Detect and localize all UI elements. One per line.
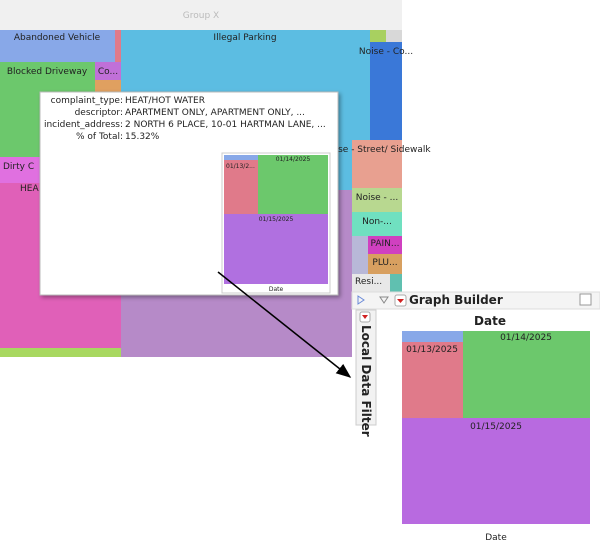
sidebar[interactable]	[355, 309, 377, 426]
arrow	[217, 271, 352, 378]
tile[interactable]	[390, 274, 402, 292]
tooltip: complaint_type: HEAT/HOT WATERdescriptor:…	[39, 91, 339, 296]
thumb-label: 01/13/2...	[226, 163, 255, 170]
tile[interactable]	[352, 188, 402, 212]
tile[interactable]	[370, 30, 386, 42]
cell-label: 01/13/2025	[406, 345, 458, 355]
tile[interactable]	[352, 140, 402, 188]
thumb-cell	[224, 214, 328, 284]
treemap-title: Group X	[183, 11, 219, 21]
menu-icon	[397, 299, 404, 303]
tile[interactable]	[352, 236, 368, 274]
thumb-axis: Date	[269, 286, 284, 293]
axis-label: Date	[485, 533, 507, 543]
tile-label: Non-...	[362, 217, 392, 227]
tile[interactable]	[368, 236, 402, 254]
tile-label: Resi...	[355, 277, 382, 287]
tooltip-value: HEAT/HOT WATER	[125, 96, 205, 106]
window-header	[351, 291, 600, 310]
tile[interactable]	[370, 42, 402, 140]
tile-label: Dirty C	[3, 162, 34, 172]
chart-title: Date	[474, 314, 506, 328]
tile-label: PAIN...	[371, 239, 400, 249]
tile-label: Noise - Street/ Sidewalk	[323, 145, 431, 155]
tile[interactable]	[352, 274, 390, 292]
cell[interactable]	[463, 331, 590, 418]
sidebar-label: Local Data Filter	[359, 325, 373, 437]
cell[interactable]	[402, 418, 590, 524]
tile-label: Blocked Driveway	[7, 67, 88, 77]
tooltip-value: 15.32%	[125, 132, 160, 142]
thumb-cell	[224, 155, 258, 160]
cell-label: 01/14/2025	[500, 333, 552, 343]
tile[interactable]	[0, 30, 115, 62]
cell-label: 01/15/2025	[470, 422, 522, 432]
tile[interactable]	[0, 348, 121, 357]
tile[interactable]	[95, 62, 121, 80]
disclosure[interactable]	[357, 295, 365, 305]
tile[interactable]	[368, 254, 402, 274]
cell[interactable]	[402, 331, 463, 342]
window-title: Graph Builder	[409, 293, 503, 307]
thumb-label: 01/14/2025	[276, 156, 311, 163]
tile[interactable]	[115, 30, 121, 62]
tooltip-key: complaint_type:	[51, 96, 123, 106]
tile-label: Abandoned Vehicle	[14, 33, 101, 43]
treemap-header	[0, 0, 402, 30]
tooltip-value: 2 NORTH 6 PLACE, 10-01 HARTMAN LANE, ...	[125, 120, 326, 130]
thumb-label: 01/15/2025	[259, 216, 294, 223]
thumb-cell	[224, 160, 258, 214]
disclosure[interactable]	[379, 296, 389, 304]
tooltip-value: APARTMENT ONLY, APARTMENT ONLY, ...	[125, 108, 305, 118]
tooltip-key: incident_address:	[44, 120, 123, 130]
menu-icon	[362, 315, 368, 319]
tile-label: HEA	[20, 184, 39, 194]
tile[interactable]	[352, 212, 402, 236]
tile-label: PLU...	[372, 258, 397, 268]
graph-builder: Graph Builder Local Data Filter Date 01/…	[351, 291, 600, 547]
tile-label: Illegal Parking	[213, 33, 276, 43]
tile-label: Noise - ...	[356, 193, 399, 203]
thumb-cell	[258, 155, 328, 214]
tile-label: Co...	[98, 67, 118, 77]
window-icon[interactable]	[579, 293, 592, 306]
tooltip-key: descriptor:	[75, 108, 123, 118]
tile[interactable]	[386, 30, 402, 42]
cell[interactable]	[402, 342, 463, 418]
tile-label: Noise - Co...	[359, 47, 413, 57]
tooltip-key: % of Total:	[76, 132, 123, 142]
